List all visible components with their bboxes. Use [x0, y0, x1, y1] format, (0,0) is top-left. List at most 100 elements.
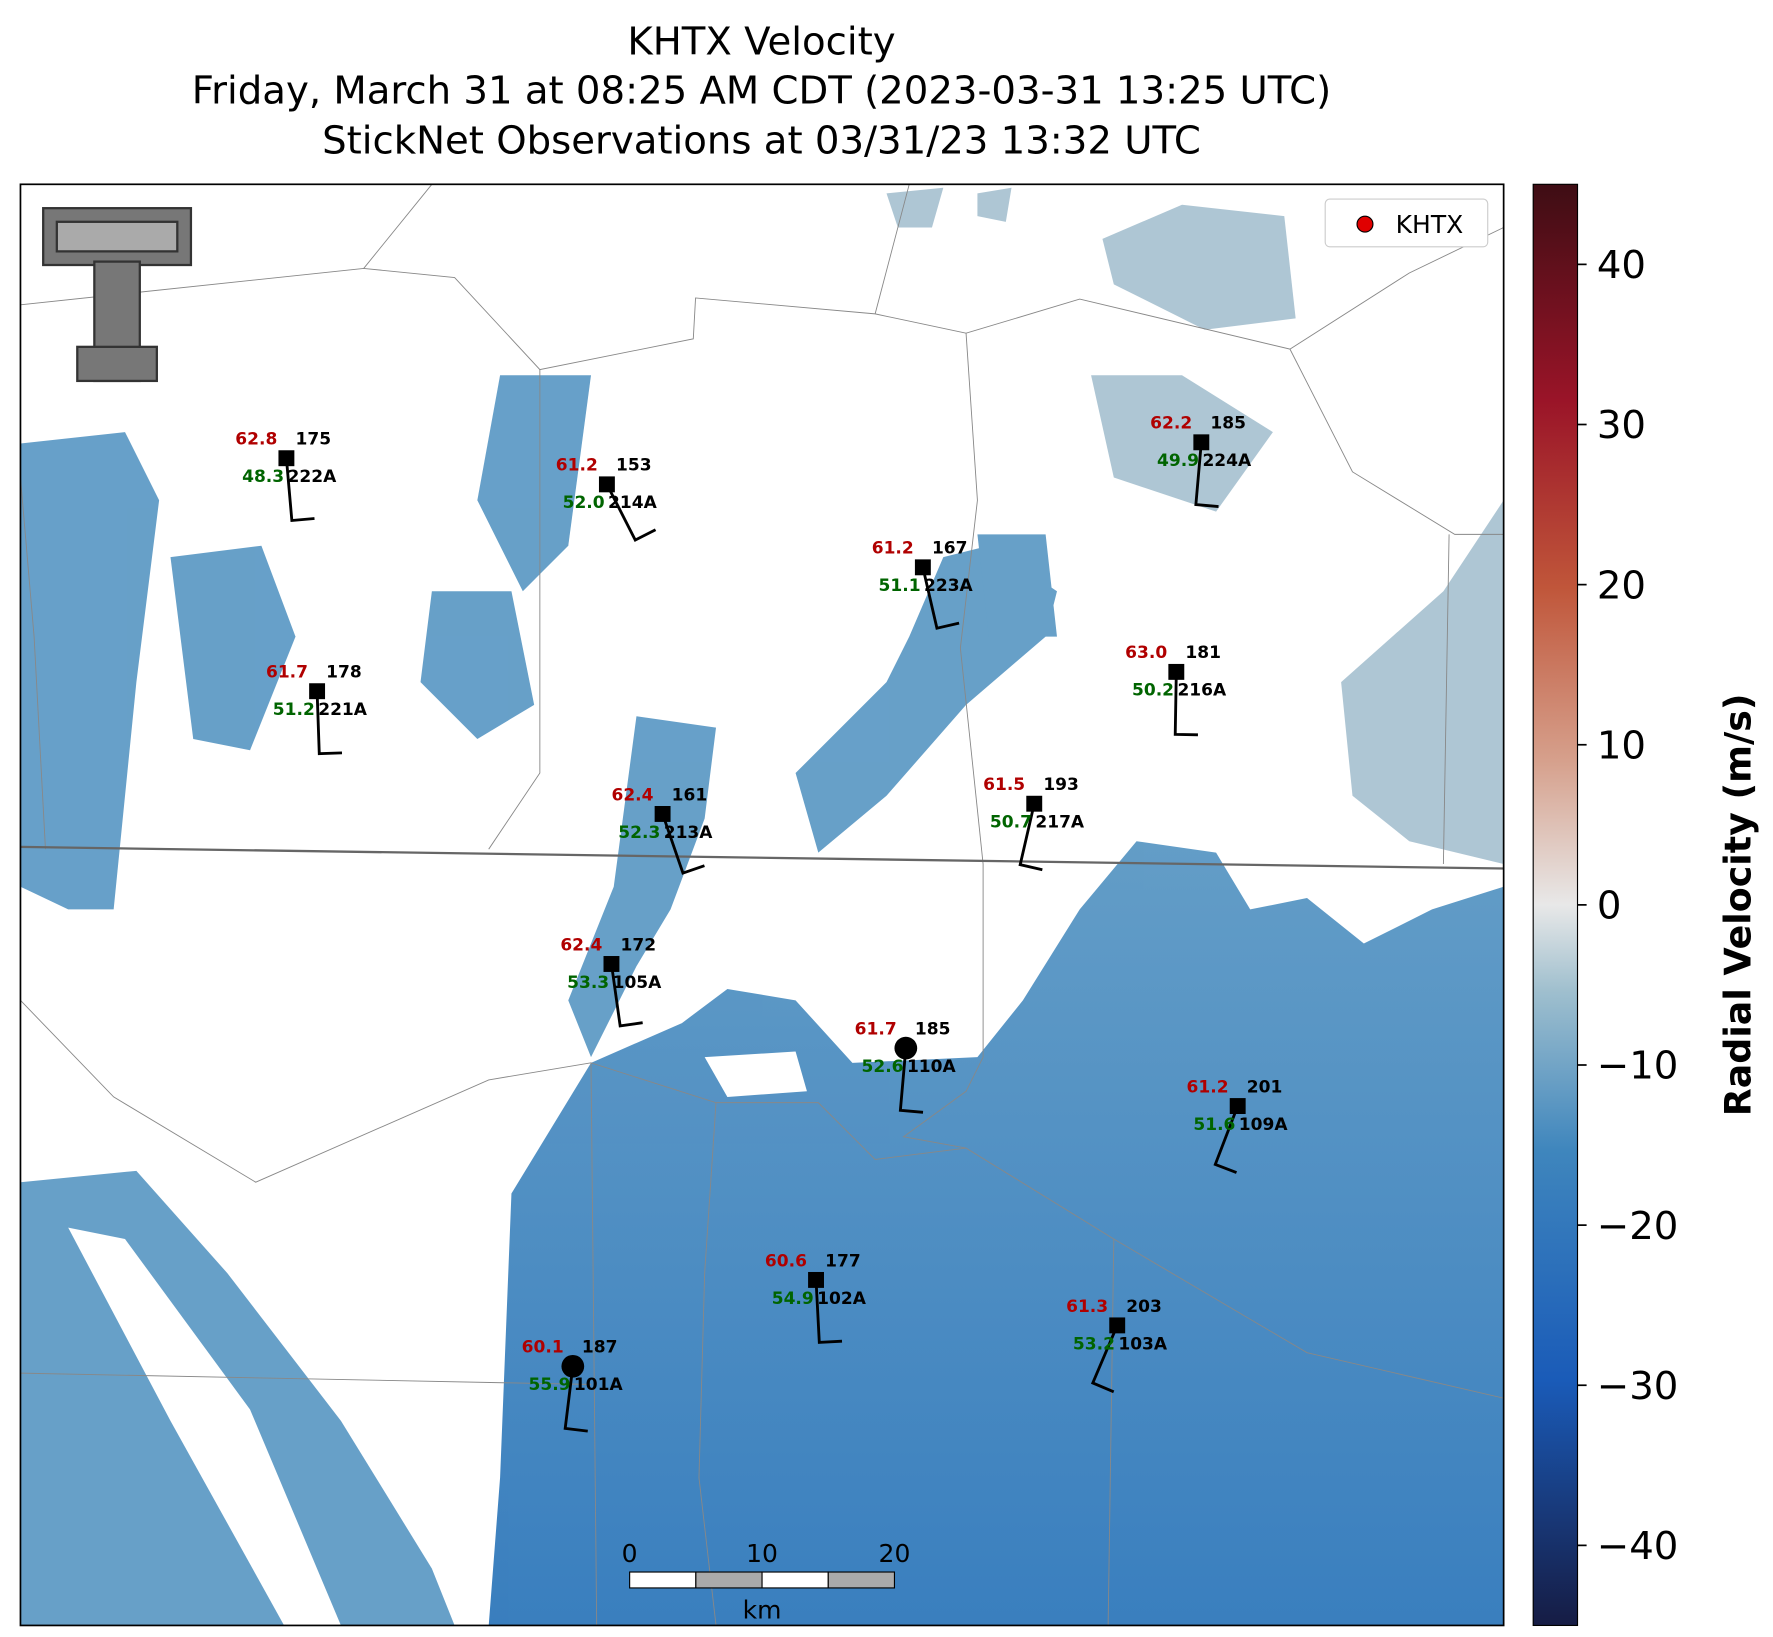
colorbar-tick-label: 20 — [1597, 563, 1646, 608]
scale-segment — [827, 1571, 896, 1589]
temperature: 61.2 — [556, 456, 598, 476]
temperature: 62.8 — [235, 430, 277, 450]
station-id: 221A — [318, 700, 368, 720]
temperature: 60.1 — [522, 1338, 564, 1358]
title-line: Friday, March 31 at 08:25 AM CDT (2023-0… — [192, 69, 1331, 114]
legend-box — [1324, 198, 1489, 248]
wind-direction: 181 — [1185, 643, 1221, 663]
map-frame — [19, 183, 1505, 1627]
colorbar-tick-label: 10 — [1597, 723, 1646, 768]
temperature: 60.6 — [765, 1251, 807, 1271]
dewpoint: 50.7 — [990, 813, 1032, 833]
temperature: 61.2 — [1187, 1077, 1229, 1097]
wind-direction: 172 — [621, 935, 657, 955]
wind-direction: 185 — [1210, 414, 1246, 434]
station-marker — [654, 805, 671, 822]
station-id: 101A — [574, 1375, 624, 1395]
title-block: KHTX Velocity Friday, March 31 at 08:25 … — [192, 20, 1331, 164]
station-marker — [1109, 1317, 1126, 1334]
title-line: KHTX Velocity — [627, 20, 895, 65]
dewpoint: 51.2 — [273, 700, 315, 720]
wind-direction: 187 — [582, 1338, 618, 1358]
wind-direction: 175 — [295, 430, 331, 450]
legend: KHTX — [1324, 198, 1489, 248]
temperature: 61.7 — [855, 1019, 897, 1039]
dewpoint: 52.0 — [563, 493, 605, 513]
station-id: 109A — [1239, 1115, 1289, 1135]
temperature: 63.0 — [1125, 643, 1167, 663]
station-marker — [309, 683, 326, 700]
stations: 62.8 175 48.3 222A 61.2 153 52.0 214A 61.2 167 51.… — [235, 414, 1289, 1433]
wind-direction: 161 — [672, 785, 708, 805]
scale-unit: km — [743, 1596, 782, 1625]
wind-barb — [284, 458, 315, 523]
wind-barb — [1173, 671, 1198, 737]
station-id: 105A — [613, 973, 663, 993]
scale-bar: 0 10 20 km — [622, 1539, 911, 1625]
dewpoint: 52.6 — [862, 1057, 904, 1077]
dewpoint: 51.6 — [1193, 1115, 1235, 1135]
station-id: 223A — [924, 576, 974, 596]
station-marker — [808, 1271, 824, 1288]
scale-segment — [629, 1571, 697, 1589]
legend-marker — [1356, 215, 1374, 233]
station-marker — [603, 956, 620, 972]
dewpoint: 53.2 — [1073, 1334, 1115, 1354]
station-marker — [1026, 795, 1043, 812]
station-marker — [561, 1354, 585, 1378]
wind-direction: 203 — [1126, 1297, 1162, 1317]
colorbar-tick-label: −40 — [1597, 1524, 1679, 1569]
wind-direction: 178 — [326, 663, 362, 683]
wind-barb — [661, 813, 705, 875]
station-marker — [278, 450, 295, 467]
colorbar-tick-label: −20 — [1597, 1204, 1679, 1249]
station-id: 103A — [1118, 1334, 1168, 1354]
scale-tick-label: 0 — [622, 1539, 638, 1568]
wind-direction: 185 — [915, 1019, 951, 1039]
title-line: StickNet Observations at 03/31/23 13:32 … — [322, 119, 1201, 164]
colorbar-tick-label: −30 — [1597, 1364, 1679, 1409]
wind-direction: 193 — [1043, 775, 1079, 795]
wind-direction: 177 — [825, 1251, 861, 1271]
temperature: 62.4 — [560, 935, 602, 955]
colorbar-tick-label: −10 — [1597, 1044, 1679, 1089]
wind-barb — [315, 691, 343, 756]
scale-segment — [695, 1571, 763, 1589]
wind-barb — [1213, 1105, 1240, 1174]
dewpoint: 49.9 — [1157, 451, 1199, 471]
wind-direction: 153 — [616, 456, 652, 476]
wind-barb — [1018, 803, 1043, 872]
map-area: 62.8 175 48.3 222A 61.2 153 52.0 214A 61.2 167 51.… — [20, 184, 1504, 1626]
station-id: 214A — [608, 493, 658, 513]
temperature: 61.7 — [266, 663, 308, 683]
radar-echoes — [20, 187, 1504, 1626]
temperature: 62.4 — [611, 785, 653, 805]
temperature: 61.3 — [1066, 1297, 1108, 1317]
colorbar-label: Radial Velocity (m/s) — [1716, 694, 1759, 1117]
scale-segment — [761, 1571, 829, 1589]
logo — [42, 207, 193, 383]
wind-barb — [610, 963, 643, 1028]
station-marker — [1193, 434, 1210, 451]
dewpoint: 55.9 — [529, 1375, 571, 1395]
station-id: 216A — [1177, 681, 1227, 701]
temperature: 62.2 — [1150, 414, 1192, 434]
station-marker — [894, 1036, 918, 1060]
station-marker — [598, 476, 615, 493]
colorbar-tick-label: 0 — [1597, 884, 1622, 929]
colorbar-ramp — [1532, 183, 1579, 1627]
station-id: 213A — [664, 823, 714, 843]
legend-label: KHTX — [1396, 210, 1464, 239]
station-marker — [914, 559, 931, 576]
wind-barb — [898, 1047, 924, 1114]
wind-barb — [921, 567, 960, 630]
dewpoint: 52.3 — [618, 823, 660, 843]
station-id: 110A — [907, 1057, 957, 1077]
state-line — [20, 845, 1504, 870]
dewpoint: 50.2 — [1132, 681, 1174, 701]
county-lines — [20, 184, 1504, 1626]
colorbar-tick-label: 40 — [1597, 243, 1646, 288]
dewpoint: 48.3 — [242, 467, 284, 487]
scale-tick-label: 10 — [746, 1539, 778, 1568]
